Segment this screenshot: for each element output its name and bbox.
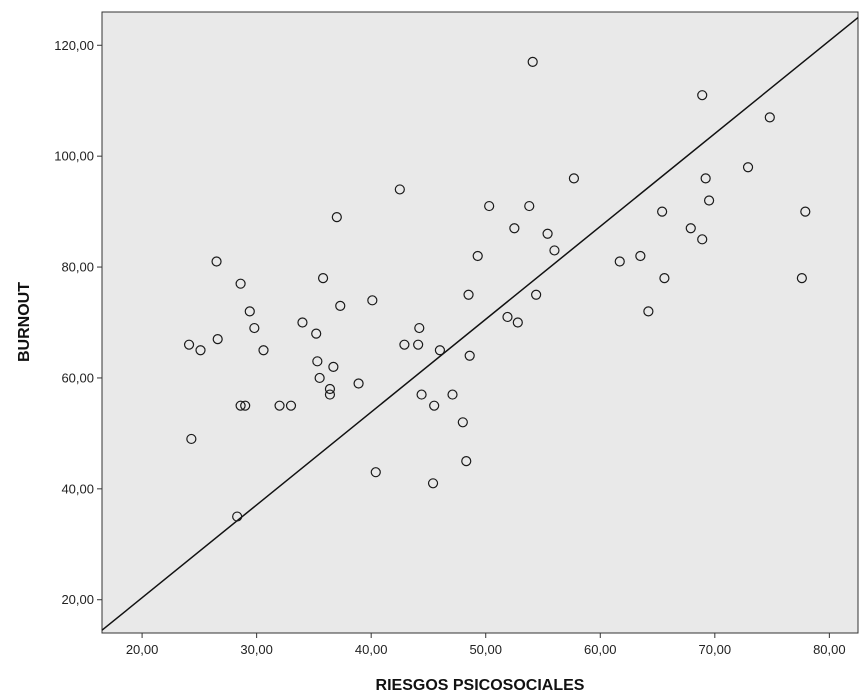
y-tick-label: 80,00 bbox=[61, 260, 94, 275]
scatter-point bbox=[232, 511, 243, 522]
scatter-point bbox=[568, 173, 580, 184]
scatter-point bbox=[457, 417, 468, 428]
scatter-point bbox=[312, 356, 323, 367]
x-tick-label: 80,00 bbox=[813, 642, 846, 657]
scatter-point bbox=[614, 256, 625, 267]
scatter-point bbox=[311, 328, 322, 339]
scatter-point bbox=[427, 478, 439, 489]
scatter-point bbox=[524, 200, 535, 212]
plot-area bbox=[101, 11, 859, 634]
scatter-point bbox=[796, 273, 807, 284]
scatter-point bbox=[317, 273, 329, 284]
scatter-point bbox=[249, 322, 260, 334]
scatter-point bbox=[324, 389, 336, 400]
scatter-point bbox=[643, 306, 654, 317]
scatter-point bbox=[235, 400, 246, 411]
scatter-point bbox=[659, 273, 670, 284]
x-tick-label: 30,00 bbox=[240, 642, 273, 657]
x-tick-label: 20,00 bbox=[126, 642, 159, 657]
scatter-point bbox=[464, 350, 475, 361]
scatter-point bbox=[742, 162, 754, 173]
scatter-point bbox=[274, 400, 285, 411]
y-axis: 20,00 40,00 60,00 80,00 100,00 120,00 bbox=[54, 38, 102, 607]
scatter-point bbox=[697, 90, 708, 101]
scatter-point bbox=[542, 228, 553, 239]
scatter-point bbox=[549, 245, 560, 256]
scatter-point bbox=[399, 339, 410, 350]
scatter-point bbox=[324, 383, 336, 395]
scatter-point bbox=[416, 389, 427, 400]
scatter-point bbox=[484, 200, 495, 212]
y-tick-label: 120,00 bbox=[54, 38, 94, 53]
scatter-point bbox=[183, 339, 195, 350]
scatter-point bbox=[394, 184, 405, 195]
x-tick-label: 70,00 bbox=[699, 642, 732, 657]
scatter-point bbox=[328, 361, 339, 372]
scatter-point bbox=[244, 306, 255, 317]
x-tick-label: 40,00 bbox=[355, 642, 388, 657]
scatter-point bbox=[211, 256, 222, 267]
scatter-point bbox=[434, 345, 446, 356]
scatter-point bbox=[509, 223, 520, 234]
scatter-point bbox=[314, 372, 325, 384]
scatter-point bbox=[240, 400, 251, 411]
scatter-point bbox=[285, 400, 297, 411]
x-axis: 20,00 30,00 40,00 50,00 60,00 70,00 80,00 bbox=[126, 633, 846, 657]
scatter-point bbox=[335, 300, 346, 311]
scatter-point bbox=[800, 206, 811, 217]
scatter-point bbox=[447, 389, 458, 400]
y-tick-label: 20,00 bbox=[61, 592, 94, 607]
scatter-point bbox=[635, 250, 646, 262]
scatter-point bbox=[353, 378, 364, 389]
scatter-point bbox=[697, 234, 708, 245]
fit-line bbox=[101, 16, 859, 631]
scatter-point bbox=[297, 317, 308, 328]
scatter-point bbox=[657, 206, 668, 217]
scatter-point bbox=[531, 289, 542, 300]
y-tick-label: 40,00 bbox=[61, 481, 94, 496]
y-tick-label: 100,00 bbox=[54, 149, 94, 164]
scatter-point bbox=[700, 173, 711, 184]
scatter-point bbox=[186, 433, 197, 445]
scatter-point bbox=[414, 322, 425, 334]
y-axis-title: BURNOUT bbox=[16, 282, 33, 362]
scatter-point bbox=[212, 334, 223, 345]
scatter-point bbox=[502, 311, 513, 323]
x-axis-title: RIESGOS PSICOSOCIALES bbox=[376, 677, 585, 694]
scatter-point bbox=[764, 112, 775, 123]
scatter-point bbox=[685, 223, 696, 234]
scatter-point bbox=[331, 212, 342, 223]
x-tick-label: 60,00 bbox=[584, 642, 617, 657]
y-tick-label: 60,00 bbox=[61, 370, 94, 385]
x-tick-label: 50,00 bbox=[469, 642, 502, 657]
scatter-point bbox=[429, 400, 440, 411]
scatter-point bbox=[258, 345, 269, 356]
scatter-point bbox=[413, 339, 424, 350]
scatter-point bbox=[461, 456, 472, 467]
scatter-point bbox=[370, 467, 381, 478]
scatter-point bbox=[472, 250, 483, 262]
scatter-point bbox=[463, 289, 474, 300]
scatter-point bbox=[367, 295, 378, 306]
scatter-point bbox=[512, 317, 523, 328]
scatter-point bbox=[527, 56, 538, 68]
scatter-point bbox=[703, 195, 715, 206]
scatter-point bbox=[195, 345, 206, 356]
data-points bbox=[183, 56, 811, 522]
scatter-point bbox=[235, 278, 246, 289]
